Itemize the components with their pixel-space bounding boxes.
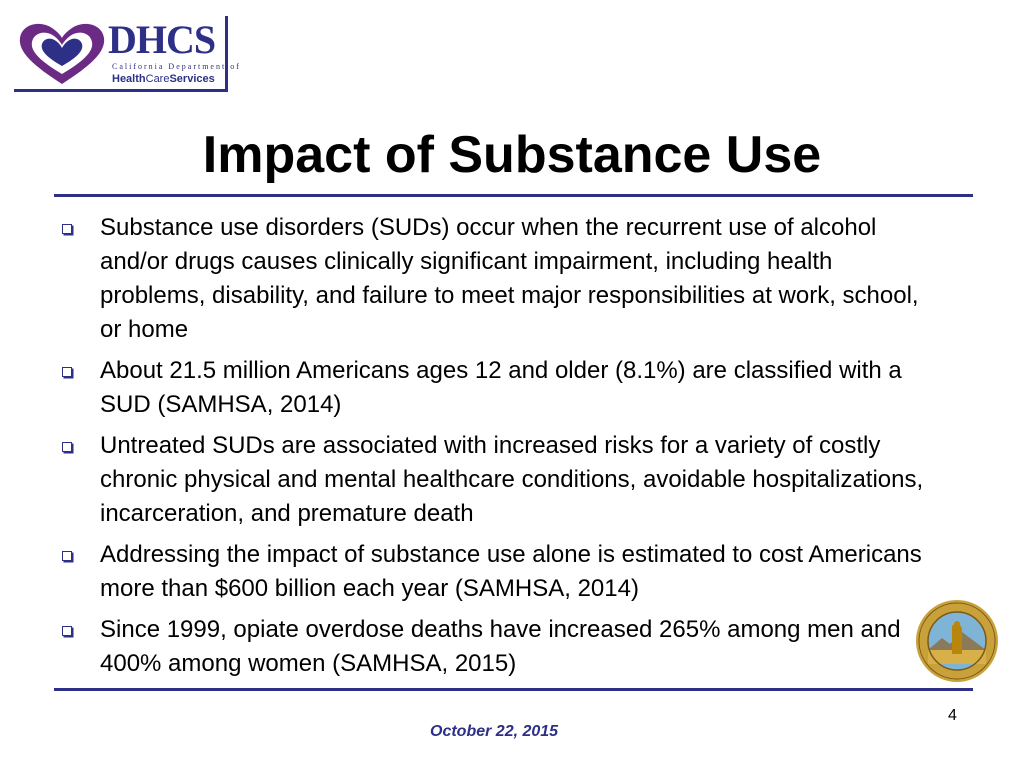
bullet-box-icon <box>62 626 72 636</box>
bullet-list: Substance use disorders (SUDs) occur whe… <box>62 211 942 688</box>
bullet-item: Since 1999, opiate overdose deaths have … <box>62 613 942 681</box>
bullet-item: Untreated SUDs are associated with incre… <box>62 429 942 531</box>
bullet-box-icon <box>62 551 72 561</box>
footer-date: October 22, 2015 <box>430 723 559 740</box>
california-state-seal-icon <box>916 600 998 682</box>
logo-letters: DHCS <box>108 17 216 62</box>
page-number: 4 <box>948 707 957 724</box>
logo-name-health: Health <box>112 73 146 85</box>
bullet-box-icon <box>62 367 72 377</box>
logo-name-services: Services <box>169 73 215 85</box>
bullet-text: Substance use disorders (SUDs) occur whe… <box>100 214 919 343</box>
footer-divider <box>54 688 973 691</box>
logo-subtitle: California Department of <box>112 62 241 71</box>
dhcs-heart-logo-icon <box>19 23 105 84</box>
logo-frame <box>14 16 228 92</box>
bullet-text: Addressing the impact of substance use a… <box>100 541 922 602</box>
bullet-box-icon <box>62 224 72 234</box>
title-divider <box>54 194 973 197</box>
logo-name-care: Care <box>145 73 170 85</box>
bullet-text: Untreated SUDs are associated with incre… <box>100 432 924 527</box>
logo-department-name: HealthCareServices <box>112 73 215 85</box>
bullet-text: About 21.5 million Americans ages 12 and… <box>100 357 902 418</box>
bullet-item: Addressing the impact of substance use a… <box>62 538 942 606</box>
bullet-text: Since 1999, opiate overdose deaths have … <box>100 616 901 677</box>
bullet-item: About 21.5 million Americans ages 12 and… <box>62 354 942 422</box>
slide-title: Impact of Substance Use <box>202 126 822 184</box>
bullet-box-icon <box>62 442 72 452</box>
bullet-item: Substance use disorders (SUDs) occur whe… <box>62 211 942 347</box>
